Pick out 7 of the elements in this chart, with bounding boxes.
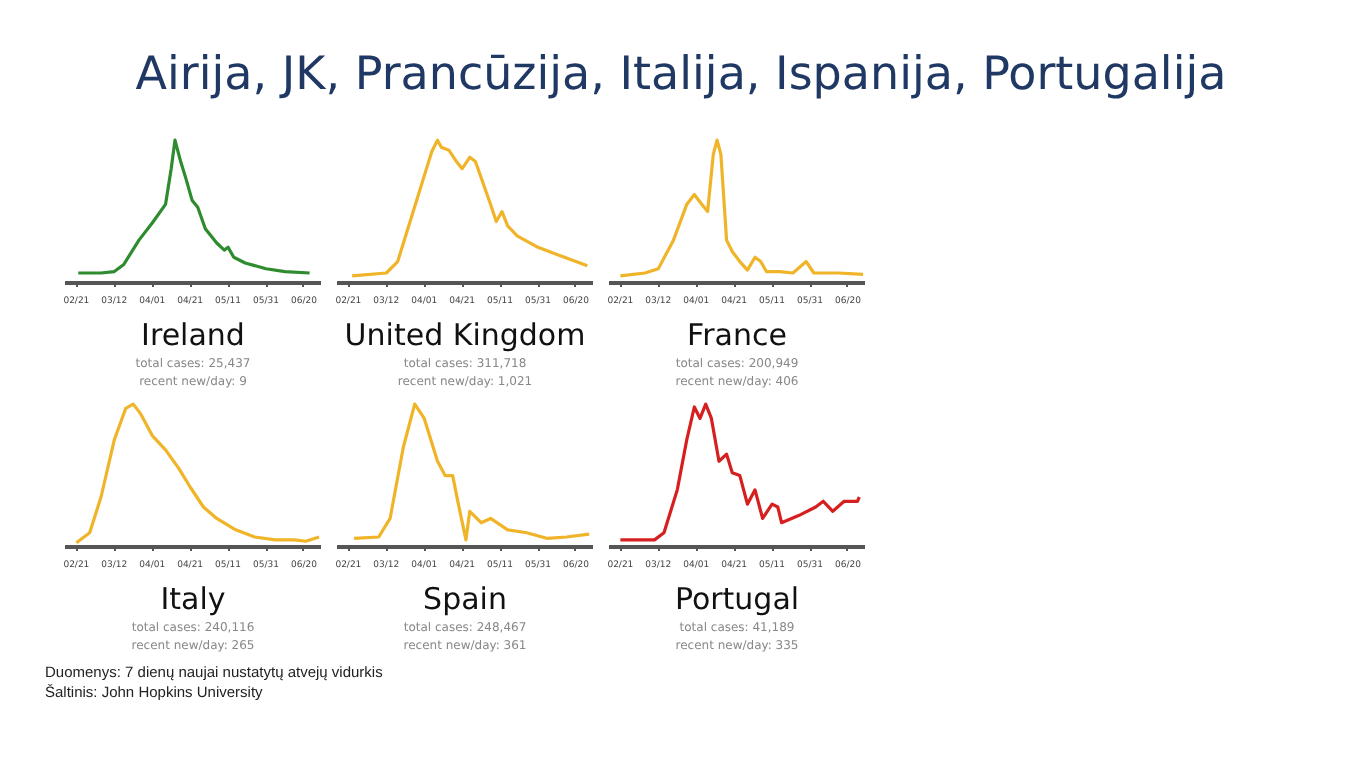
text: Portugal [674, 581, 800, 617]
text: France [687, 317, 787, 353]
text: Airija, JK, Prancūzija, Italija, Ispanija, Portugalija [135, 49, 1227, 101]
text: Ireland [141, 317, 245, 353]
text: Spain [423, 581, 507, 617]
text: Italy [160, 581, 226, 617]
text: United Kingdom [344, 317, 586, 353]
